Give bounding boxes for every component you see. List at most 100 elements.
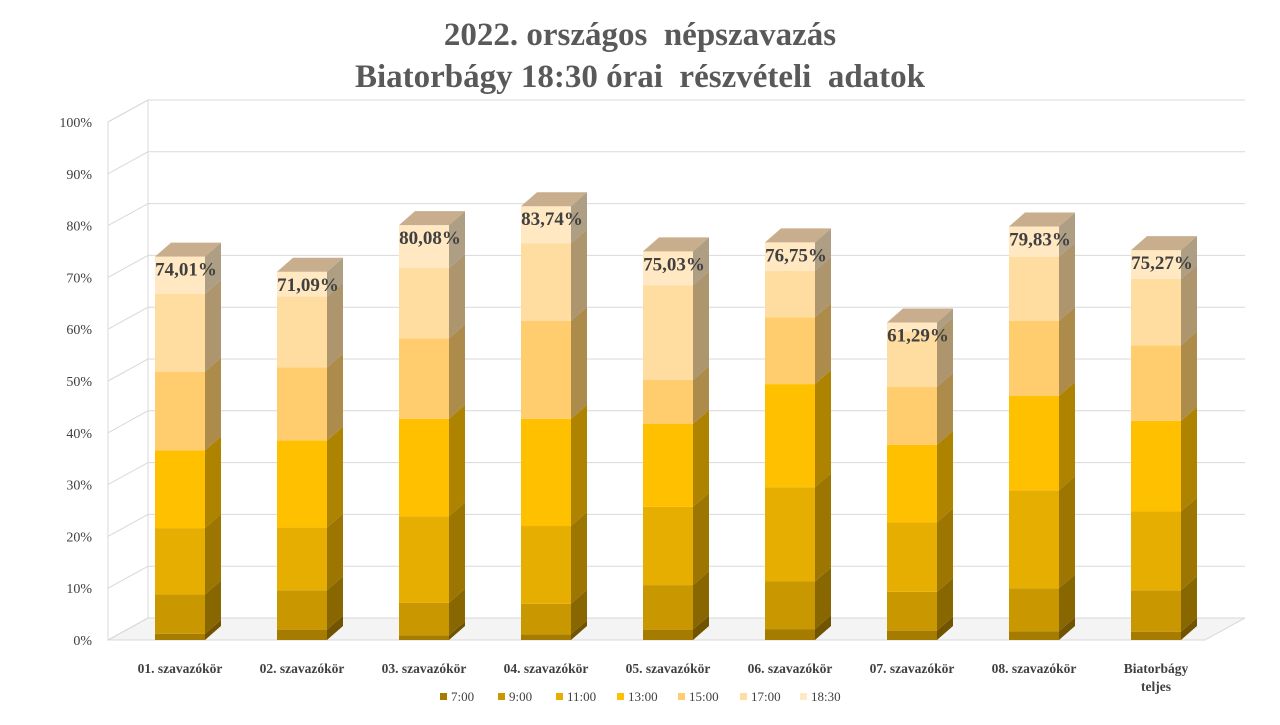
data-label: 75,03% (643, 254, 705, 275)
bar-segment-1500 (277, 353, 343, 441)
y-tick-label: 80% (66, 220, 92, 235)
bar-stack (155, 242, 221, 640)
x-tick-label: 08. szavazókör (992, 661, 1077, 676)
data-label: 80,08% (399, 228, 461, 249)
bar-segment-1830 (765, 228, 831, 271)
bar-side (693, 492, 709, 586)
bar-segment-900 (155, 580, 221, 634)
chart-title: 2022. országos népszavazás (444, 17, 836, 53)
bar-stack (1009, 212, 1075, 640)
bar-side (1059, 617, 1075, 640)
bar-segment-900 (1009, 574, 1075, 632)
legend-item: 15:00 (678, 689, 719, 704)
x-tick-label: 04. szavazókör (504, 661, 589, 676)
bar-front (521, 206, 571, 244)
bar-top (1131, 236, 1197, 251)
legend-swatch (617, 693, 624, 700)
bar-segment-1700 (765, 256, 831, 318)
bar-front (765, 581, 815, 630)
data-label: 71,09% (277, 275, 339, 296)
bar-side (327, 615, 343, 640)
bar-side (1181, 617, 1197, 640)
gridline (107, 306, 1245, 330)
bar-segment-1300 (277, 426, 343, 528)
bar-top (643, 237, 709, 252)
legend-item: 11:00 (556, 689, 596, 704)
bar-segment-1500 (1009, 306, 1075, 397)
bar-stack (277, 257, 343, 640)
bar-front (155, 450, 205, 529)
bar-segment-1300 (887, 430, 953, 523)
gridline (107, 358, 1245, 382)
bar-segment-1700 (643, 271, 709, 380)
bar-side (937, 317, 953, 387)
x-tick-label: 05. szavazókör (626, 661, 711, 676)
data-label: 75,27% (1131, 253, 1193, 274)
x-tick-label: 07. szavazókör (870, 661, 955, 676)
legend-item: 7:00 (440, 689, 474, 704)
bar-segment-700 (1131, 617, 1197, 640)
y-tick-label: 70% (66, 271, 92, 286)
y-tick-label: 60% (66, 323, 92, 338)
x-tick-label: Biatorbágy (1124, 661, 1189, 676)
bar-side (205, 242, 221, 294)
bar-side (693, 237, 709, 286)
bar-front (643, 251, 693, 286)
bar-segment-1100 (1131, 497, 1197, 591)
bar-segment-1500 (765, 303, 831, 385)
bar-side (449, 588, 465, 636)
bar-side (571, 306, 587, 419)
bar-front (887, 522, 937, 592)
bar-segment-1700 (399, 254, 465, 339)
bar-front (155, 633, 205, 640)
bar-segment-700 (1009, 617, 1075, 640)
bar-front (1009, 396, 1059, 491)
bar-side (693, 271, 709, 380)
bar-front (1131, 250, 1181, 279)
bar-front (521, 418, 571, 527)
bar-front (399, 602, 449, 636)
bar-side (937, 308, 953, 332)
bar-segment-1500 (521, 306, 587, 419)
bar-segment-700 (399, 621, 465, 640)
bar-front (643, 629, 693, 640)
bar-segment-900 (521, 589, 587, 635)
bar-side (205, 619, 221, 640)
bar-side (937, 430, 953, 523)
y-tick-label: 0% (73, 634, 92, 649)
bar-front (643, 506, 693, 586)
bar-side (1059, 574, 1075, 632)
legend-swatch (800, 693, 807, 700)
bar-front (1131, 278, 1181, 346)
data-label: 83,74% (521, 209, 583, 230)
bar-side (1181, 264, 1197, 346)
bar-segment-900 (643, 571, 709, 630)
bar-front (277, 440, 327, 528)
bar-front (765, 629, 815, 640)
legend-label: 18:30 (811, 689, 841, 704)
bar-segment-700 (887, 616, 953, 640)
bar-side (571, 229, 587, 321)
bar-front (765, 487, 815, 582)
bar-segment-1500 (155, 357, 221, 451)
bar-side (205, 580, 221, 634)
bar-front (1009, 320, 1059, 397)
bar-front (155, 293, 205, 372)
bar-side (449, 502, 465, 603)
bar-side (1181, 236, 1197, 279)
bar-segment-1500 (399, 324, 465, 419)
bar-side (693, 409, 709, 507)
x-tick-label: 03. szavazókör (382, 661, 467, 676)
bar-top (155, 242, 221, 257)
legend-swatch (440, 693, 447, 700)
bar-front (399, 338, 449, 419)
legend-item: 13:00 (617, 689, 658, 704)
bar-segment-1830 (399, 211, 465, 269)
bar-side (1181, 497, 1197, 591)
bar-side (815, 256, 831, 318)
bar-front (277, 296, 327, 368)
bar-segment-1100 (399, 502, 465, 603)
bar-side (937, 616, 953, 640)
legend-label: 7:00 (451, 689, 474, 704)
bar-segment-1700 (887, 317, 953, 387)
